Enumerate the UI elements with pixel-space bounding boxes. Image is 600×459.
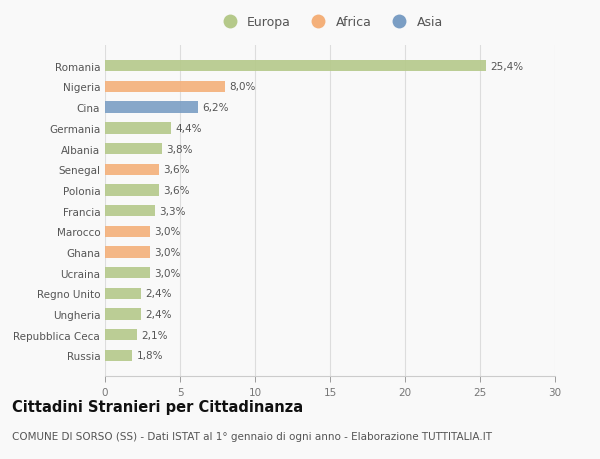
Text: 3,6%: 3,6% bbox=[163, 185, 190, 196]
Text: 2,4%: 2,4% bbox=[146, 289, 172, 299]
Bar bbox=[105, 185, 159, 196]
Text: 8,0%: 8,0% bbox=[229, 82, 256, 92]
Bar bbox=[105, 226, 150, 237]
Text: 6,2%: 6,2% bbox=[203, 103, 229, 113]
Bar bbox=[105, 288, 141, 299]
Text: 3,3%: 3,3% bbox=[159, 206, 185, 216]
Bar bbox=[105, 268, 150, 279]
Text: 3,0%: 3,0% bbox=[155, 247, 181, 257]
Text: 1,8%: 1,8% bbox=[137, 351, 163, 361]
Text: 2,1%: 2,1% bbox=[141, 330, 167, 340]
Text: COMUNE DI SORSO (SS) - Dati ISTAT al 1° gennaio di ogni anno - Elaborazione TUTT: COMUNE DI SORSO (SS) - Dati ISTAT al 1° … bbox=[12, 431, 492, 442]
Bar bbox=[105, 206, 155, 217]
Bar bbox=[105, 144, 162, 155]
Bar bbox=[105, 350, 132, 361]
Text: Cittadini Stranieri per Cittadinanza: Cittadini Stranieri per Cittadinanza bbox=[12, 399, 303, 414]
Legend: Europa, Africa, Asia: Europa, Africa, Asia bbox=[213, 12, 447, 33]
Text: 3,0%: 3,0% bbox=[155, 227, 181, 237]
Text: 3,6%: 3,6% bbox=[163, 165, 190, 175]
Bar bbox=[105, 330, 137, 341]
Text: 3,0%: 3,0% bbox=[155, 268, 181, 278]
Text: 2,4%: 2,4% bbox=[146, 309, 172, 319]
Bar bbox=[105, 123, 171, 134]
Text: 3,8%: 3,8% bbox=[167, 144, 193, 154]
Bar bbox=[105, 82, 225, 93]
Bar bbox=[105, 61, 486, 72]
Bar bbox=[105, 247, 150, 258]
Bar bbox=[105, 102, 198, 113]
Bar bbox=[105, 309, 141, 320]
Bar bbox=[105, 164, 159, 175]
Text: 4,4%: 4,4% bbox=[176, 123, 202, 134]
Text: 25,4%: 25,4% bbox=[491, 62, 524, 72]
